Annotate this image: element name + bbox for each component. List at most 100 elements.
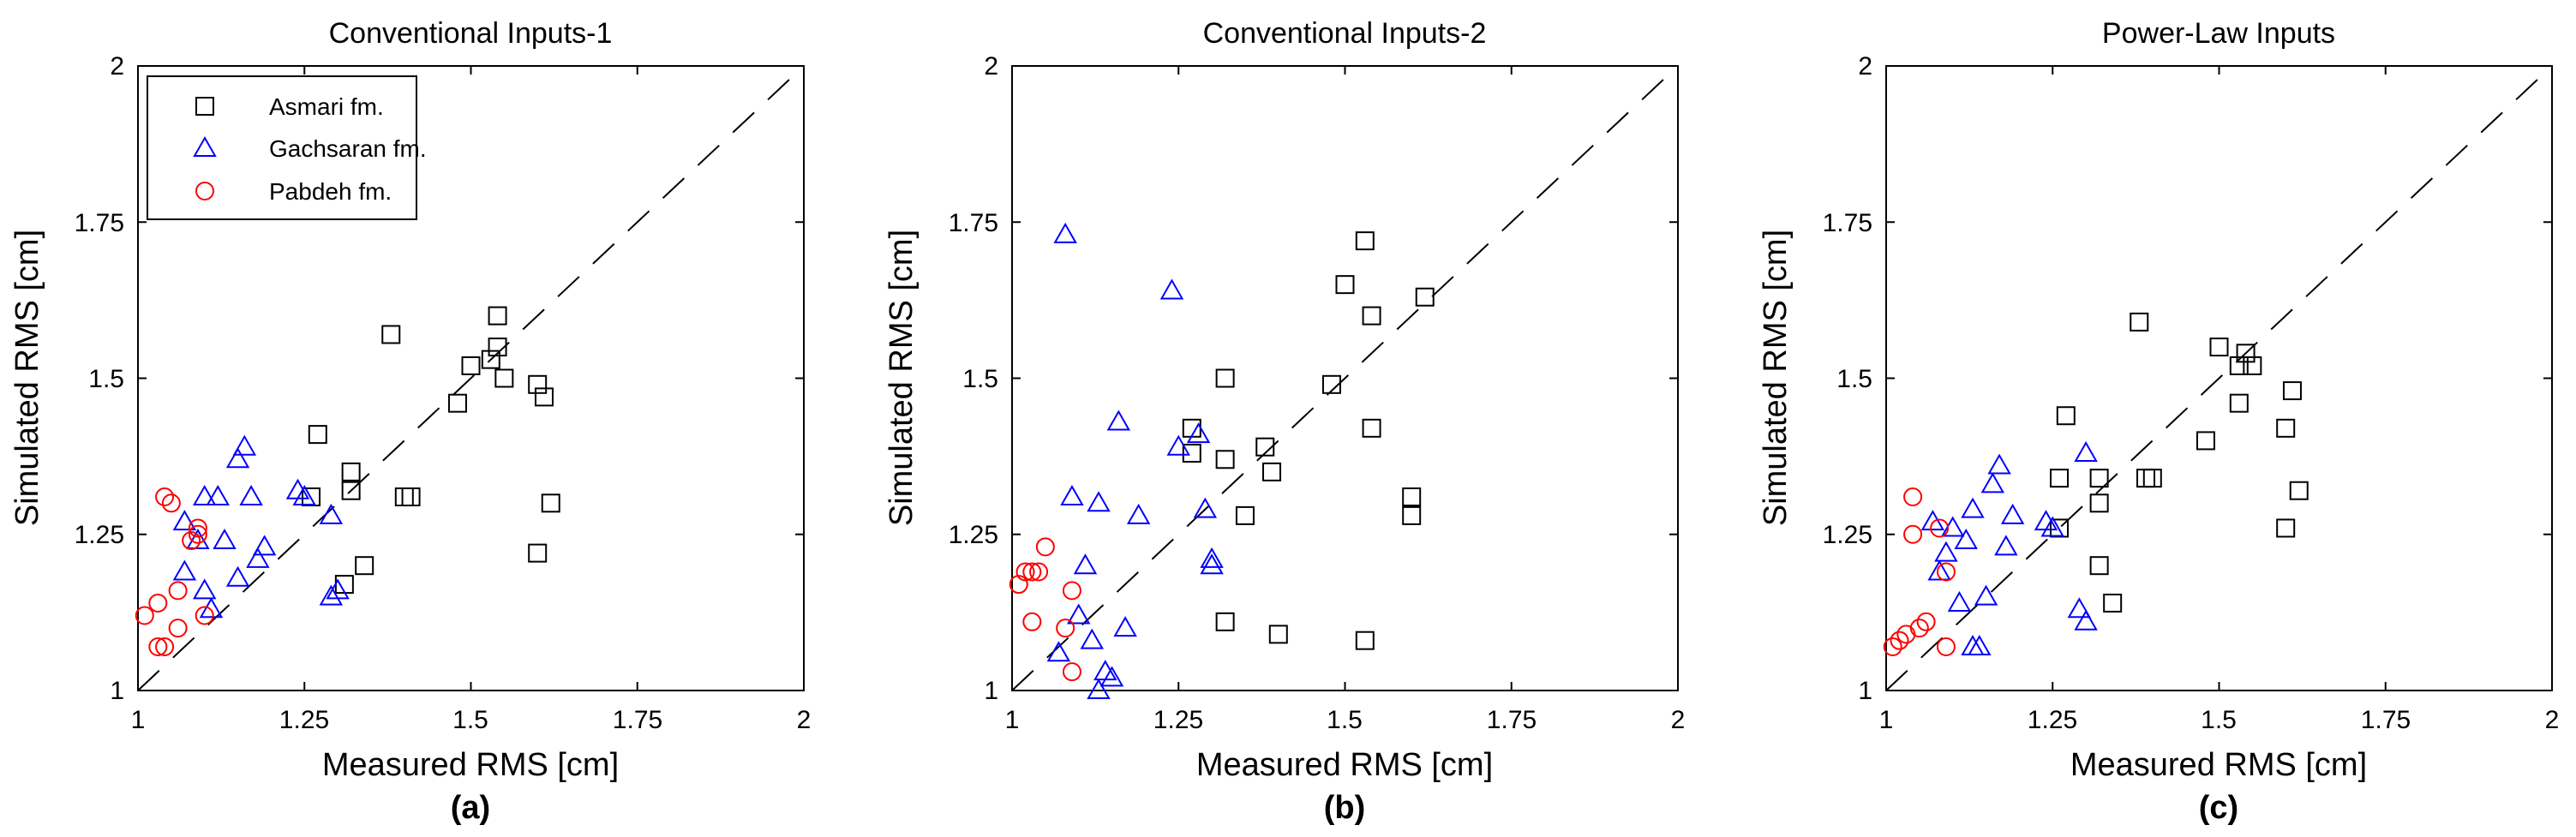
x-tick-a-1: 1.25 (279, 706, 329, 734)
legend-marker-circle (195, 182, 214, 200)
point-asmari-a (461, 356, 481, 375)
x-tick-c-4: 2 (2545, 706, 2560, 734)
y-axis-label-c: Simulated RMS [cm] (1758, 230, 1794, 526)
point-gachsaran-c (2067, 597, 2092, 619)
point-gachsaran-c (1961, 634, 1985, 655)
point-gachsaran-b (1126, 503, 1151, 524)
point-gachsaran-a (172, 510, 197, 531)
legend-marker-square (195, 97, 214, 116)
point-asmari-c (2142, 469, 2162, 488)
y-tick-a-3: 1.75 (75, 209, 124, 237)
x-tick-c-3: 1.75 (2361, 706, 2411, 734)
y-tick-c-3: 1.75 (1823, 209, 1872, 237)
point-asmari-c (2056, 406, 2076, 426)
point-asmari-a (481, 350, 500, 369)
point-asmari-a (341, 481, 361, 500)
point-asmari-c (2089, 469, 2109, 488)
point-gachsaran-c (1947, 590, 1972, 612)
point-asmari-a (355, 556, 374, 576)
point-gachsaran-c (1961, 497, 1985, 518)
point-asmari-c (2236, 344, 2255, 363)
point-gachsaran-a (232, 434, 257, 456)
point-pabdeh-a (168, 581, 188, 601)
point-asmari-a (528, 543, 548, 563)
x-tick-c-1: 1.25 (2028, 706, 2077, 734)
point-pabdeh-b (1022, 612, 1042, 631)
point-pabdeh-a (168, 619, 188, 638)
point-gachsaran-c (1920, 510, 1945, 531)
point-gachsaran-c (1987, 453, 2011, 475)
point-asmari-c (2130, 312, 2149, 332)
point-pabdeh-c (1883, 637, 1902, 656)
point-pabdeh-a (148, 637, 168, 656)
y-tick-b-2: 1.5 (962, 365, 998, 393)
point-pabdeh-b (1022, 562, 1042, 582)
point-gachsaran-a (246, 547, 270, 568)
point-gachsaran-b (1080, 628, 1104, 649)
point-gachsaran-a (192, 578, 217, 600)
legend-box (147, 75, 417, 220)
point-asmari-b (1402, 505, 1422, 525)
reference-line-c (1885, 77, 2540, 691)
panel-b: Conventional Inputs-2 Measured RMS [cm] … (884, 17, 1685, 826)
ticks-c: 1 1.25 1.5 1.75 2 1 1.25 1.5 1.75 2 (1823, 52, 2560, 734)
point-pabdeh-c (1936, 637, 1956, 656)
point-pabdeh-c (1903, 524, 1923, 544)
point-gachsaran-c (1954, 529, 1978, 550)
point-pabdeh-a (155, 487, 175, 507)
point-asmari-a (447, 393, 467, 413)
y-tick-c-4: 2 (1858, 52, 1872, 81)
point-pabdeh-b (1015, 562, 1035, 582)
y-tick-a-2: 1.5 (88, 365, 124, 393)
point-gachsaran-a (239, 484, 263, 506)
panel-letter-b: (b) (1324, 790, 1366, 826)
point-pabdeh-a (188, 518, 207, 538)
point-pabdeh-a (161, 493, 181, 513)
legend-label-asmari: Asmari fm. (269, 93, 384, 120)
y-tick-a-1: 1.25 (75, 521, 124, 549)
point-gachsaran-c (2074, 440, 2098, 462)
point-asmari-b (1335, 275, 1355, 295)
point-gachsaran-b (1186, 422, 1211, 444)
y-tick-b-3: 1.75 (949, 209, 998, 237)
point-asmari-c (2276, 418, 2296, 438)
point-asmari-c (2282, 381, 2302, 401)
x-axis-label-c: Measured RMS [cm] (2070, 747, 2367, 783)
point-gachsaran-b (1159, 278, 1184, 300)
point-gachsaran-b (1066, 603, 1091, 625)
point-pabdeh-a (195, 606, 214, 625)
x-tick-b-4: 2 (1671, 706, 1686, 734)
point-asmari-b (1362, 306, 1381, 326)
point-asmari-c (2229, 393, 2249, 413)
x-axis-label-a: Measured RMS [cm] (322, 747, 619, 783)
point-gachsaran-c (1994, 535, 2018, 556)
ticks-b: 1 1.25 1.5 1.75 2 1 1.25 1.5 1.75 2 (949, 52, 1686, 734)
chart-title-b: Conventional Inputs-2 (1203, 17, 1487, 50)
point-gachsaran-a (225, 447, 250, 469)
y-axis-label-a: Simulated RMS [cm] (9, 230, 45, 526)
point-asmari-b (1355, 231, 1375, 251)
point-asmari-a (401, 487, 421, 507)
point-asmari-c (2196, 431, 2215, 451)
point-pabdeh-c (1903, 487, 1923, 507)
y-tick-c-2: 1.5 (1836, 365, 1872, 393)
point-asmari-a (488, 338, 507, 357)
point-gachsaran-c (1980, 472, 2005, 493)
point-asmari-c (2229, 356, 2249, 375)
point-pabdeh-a (148, 593, 168, 613)
point-gachsaran-b (1087, 678, 1111, 699)
point-gachsaran-c (1974, 584, 1998, 606)
x-axis-label-b: Measured RMS [cm] (1196, 747, 1493, 783)
point-gachsaran-a (252, 535, 277, 556)
x-tick-b-2: 1.5 (1327, 706, 1363, 734)
data-marks (135, 65, 2553, 699)
x-tick-c-2: 1.5 (2201, 706, 2237, 734)
panel-a: Conventional Inputs-1 Measured RMS [cm] … (9, 17, 811, 826)
point-gachsaran-c (2074, 609, 2098, 631)
x-tick-b-1: 1.25 (1153, 706, 1203, 734)
panel-letter-c: (c) (2199, 790, 2238, 826)
point-pabdeh-a (135, 606, 154, 625)
point-pabdeh-a (182, 531, 201, 551)
panel-c: Power-Law Inputs Measured RMS [cm] Simul… (1758, 17, 2559, 826)
